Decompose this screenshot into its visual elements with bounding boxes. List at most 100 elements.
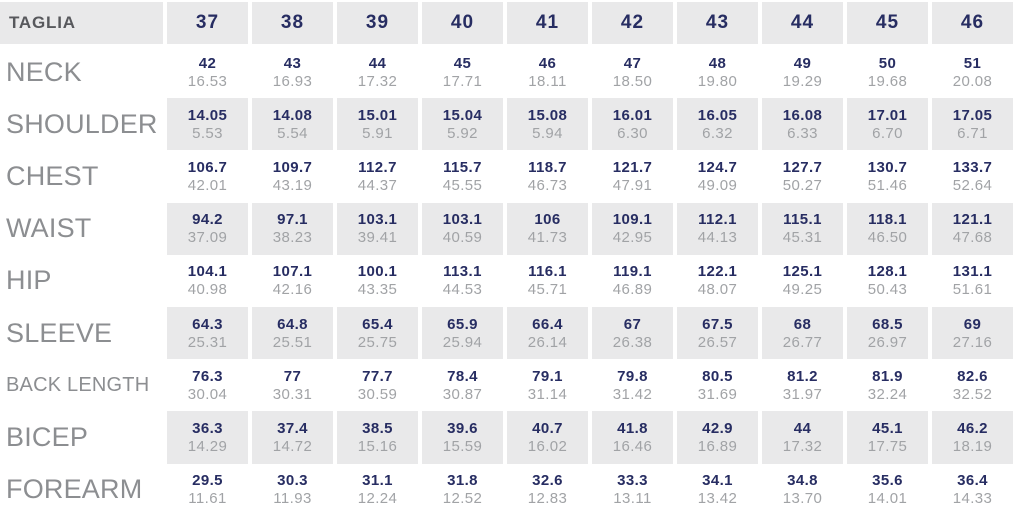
cm-value: 34.1: [702, 472, 733, 490]
size-header-cell: 39: [337, 2, 418, 44]
cm-value: 107.1: [272, 263, 313, 281]
measurement-cell: 77.7 30.59: [337, 359, 418, 412]
inch-value: 6.70: [872, 124, 903, 142]
size-header-value: 37: [195, 12, 220, 33]
measurement-cell: 34.8 13.70: [762, 463, 843, 516]
cm-value: 15.01: [357, 106, 398, 124]
inch-value: 46.50: [867, 229, 908, 247]
inch-value: 17.32: [782, 437, 823, 455]
measurement-name-label: HIP: [6, 265, 52, 296]
cm-value: 49: [793, 54, 812, 72]
row-label: FOREARM: [0, 463, 163, 516]
measurement-cell: 121.1 47.68: [932, 202, 1013, 255]
measurement-cell: 67 26.38: [592, 306, 673, 360]
cm-value: 16.08: [782, 106, 823, 124]
cm-value: 116.1: [528, 263, 567, 281]
measurement-cell: 37.4 14.72: [252, 411, 333, 464]
cm-value: 45: [453, 54, 472, 72]
cm-value: 48: [708, 54, 727, 72]
inch-value: 20.08: [952, 72, 993, 90]
inch-value: 14.33: [952, 490, 993, 508]
size-header-corner-cell: TAGLIA: [0, 2, 163, 44]
size-header-value: 44: [790, 12, 815, 33]
measurement-cell: 68.5 26.97: [847, 306, 928, 360]
inch-value: 44.37: [357, 176, 398, 194]
size-header-cell: 40: [422, 2, 503, 44]
measurement-cell: 109.1 42.95: [592, 202, 673, 255]
measurement-cell: 115.7 45.55: [422, 150, 503, 203]
inch-value: 46.73: [527, 176, 568, 194]
measurement-cell: 45 17.71: [422, 46, 503, 99]
cm-value: 65.9: [447, 315, 478, 333]
measurement-cell: 68 26.77: [762, 306, 843, 360]
measurement-cell: 64.8 25.51: [252, 306, 333, 360]
cm-value: 97.1: [277, 211, 308, 229]
size-header-value: 43: [705, 12, 730, 33]
inch-value: 12.83: [527, 490, 568, 508]
inch-value: 31.97: [782, 385, 823, 403]
row-label: CHEST: [0, 150, 163, 203]
inch-value: 13.42: [697, 490, 738, 508]
inch-value: 11.61: [188, 490, 227, 508]
inch-value: 45.31: [782, 229, 823, 247]
measurement-cell: 118.7 46.73: [507, 150, 588, 203]
cm-value: 37.4: [277, 419, 308, 437]
measurement-cell: 44 17.32: [762, 411, 843, 464]
cm-value: 103.1: [442, 211, 483, 229]
measurement-cell: 103.1 40.59: [422, 202, 503, 255]
cm-value: 119.1: [613, 263, 652, 281]
cm-value: 122.1: [697, 263, 738, 281]
measurement-cell: 121.7 47.91: [592, 150, 673, 203]
measurement-cell: 109.7 43.19: [252, 150, 333, 203]
size-header-value: 46: [960, 12, 985, 33]
measurement-cell: 34.1 13.42: [677, 463, 758, 516]
inch-value: 39.41: [357, 229, 398, 247]
size-header-value: 39: [365, 12, 390, 33]
measurement-cell: 50 19.68: [847, 46, 928, 99]
cm-value: 43: [283, 54, 302, 72]
measurement-cell: 36.3 14.29: [167, 411, 248, 464]
measurement-cell: 79.8 31.42: [592, 359, 673, 412]
inch-value: 19.68: [867, 72, 908, 90]
inch-value: 14.29: [187, 437, 228, 455]
cm-value: 51: [963, 54, 982, 72]
size-header-cell: 41: [507, 2, 588, 44]
cm-value: 31.1: [362, 472, 393, 490]
measurement-cell: 76.3 30.04: [167, 359, 248, 412]
measurement-cell: 112.1 44.13: [677, 202, 758, 255]
cm-value: 100.1: [357, 263, 398, 281]
size-header-value: 38: [280, 12, 305, 33]
measurement-cell: 33.3 13.11: [592, 463, 673, 516]
inch-value: 43.35: [357, 281, 398, 299]
cm-value: 30.3: [277, 472, 308, 490]
inch-value: 42.16: [272, 281, 313, 299]
cm-value: 133.7: [952, 158, 993, 176]
measurement-cell: 30.3 11.93: [252, 463, 333, 516]
measurement-cell: 118.1 46.50: [847, 202, 928, 255]
cm-value: 103.1: [357, 211, 398, 229]
inch-value: 32.24: [867, 385, 908, 403]
cm-value: 79.8: [617, 367, 648, 385]
inch-value: 25.51: [272, 333, 313, 351]
inch-value: 45.55: [442, 176, 483, 194]
inch-value: 32.52: [952, 385, 993, 403]
inch-value: 37.09: [187, 229, 228, 247]
inch-value: 52.64: [952, 176, 993, 194]
inch-value: 51.61: [952, 281, 993, 299]
inch-value: 40.98: [187, 281, 228, 299]
inch-value: 18.11: [528, 72, 567, 90]
inch-value: 30.59: [357, 385, 398, 403]
cm-value: 16.05: [697, 106, 738, 124]
measurement-cell: 104.1 40.98: [167, 254, 248, 307]
measurement-cell: 106.7 42.01: [167, 150, 248, 203]
measurement-cell: 31.1 12.24: [337, 463, 418, 516]
cm-value: 106.7: [187, 158, 228, 176]
measurement-cell: 40.7 16.02: [507, 411, 588, 464]
cm-value: 34.8: [787, 472, 818, 490]
row-label: BACK LENGTH: [0, 359, 163, 412]
measurement-cell: 119.1 46.89: [592, 254, 673, 307]
cm-value: 42: [198, 54, 217, 72]
cm-value: 36.4: [957, 472, 988, 490]
inch-value: 17.71: [442, 72, 483, 90]
